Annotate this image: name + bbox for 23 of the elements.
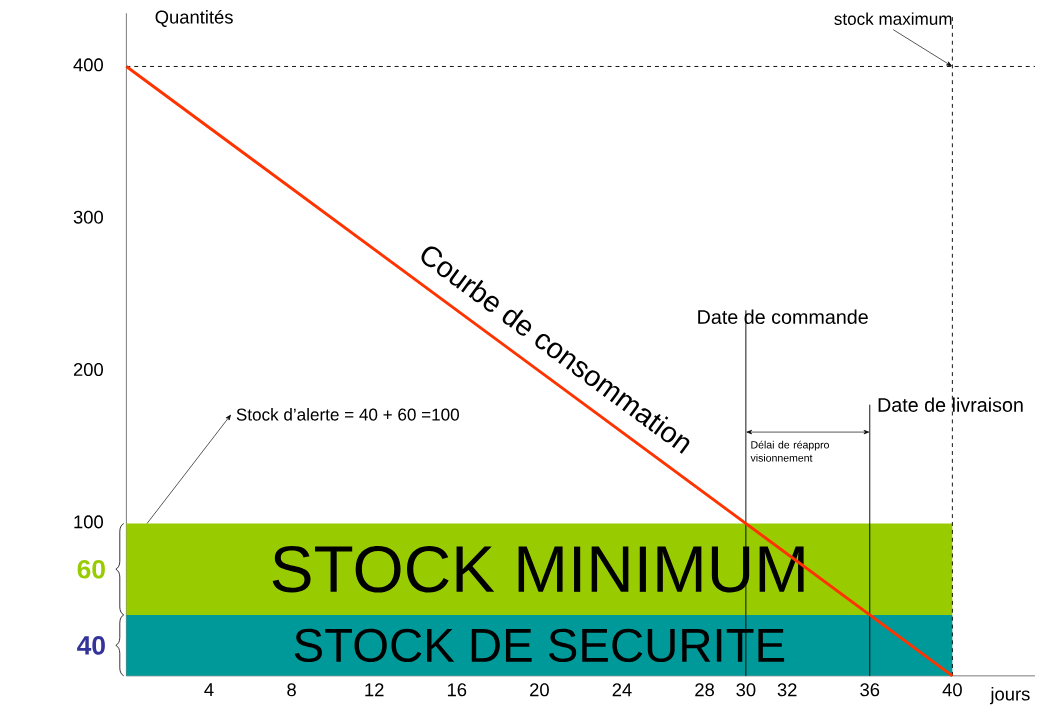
x-tick-label: 8 xyxy=(287,683,296,697)
y-tick-label: 300 xyxy=(73,210,103,224)
annotation: stock maximum xyxy=(834,12,952,25)
x-tick-label: 12 xyxy=(365,683,384,697)
y-tick-label: 100 xyxy=(74,515,103,529)
x-tick-label: 24 xyxy=(612,683,632,697)
y-axis-title: Quantités xyxy=(155,9,233,27)
x-tick-label: 28 xyxy=(695,683,715,697)
x-tick-label: 4 xyxy=(204,683,214,696)
x-tick-label: 32 xyxy=(777,683,797,697)
x-tick-label: 36 xyxy=(860,683,880,697)
y-tick-label: 400 xyxy=(73,58,103,72)
x-tick-label: 40 xyxy=(942,683,962,697)
annotation: Stock d’alerte = 40 + 60 =100 xyxy=(236,407,459,421)
annotation: 60 xyxy=(77,559,105,579)
annotation: 40 xyxy=(77,635,105,655)
x-tick-label: 16 xyxy=(447,683,467,697)
x-tick-label: 30 xyxy=(736,683,756,697)
annotation: Délai de réappro visionnement xyxy=(750,440,829,462)
x-tick-label: 20 xyxy=(530,683,549,697)
ref-line-label: Date de livraison xyxy=(878,397,1023,412)
x-axis-title: jours xyxy=(989,686,1030,705)
y-tick-label: 200 xyxy=(73,362,103,376)
